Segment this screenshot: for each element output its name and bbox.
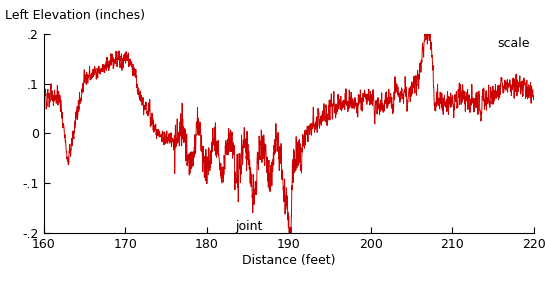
X-axis label: Distance (feet): Distance (feet) [242, 254, 336, 266]
Text: Left Elevation (inches): Left Elevation (inches) [5, 9, 146, 22]
Text: joint: joint [236, 220, 263, 233]
Text: scale: scale [498, 37, 530, 50]
